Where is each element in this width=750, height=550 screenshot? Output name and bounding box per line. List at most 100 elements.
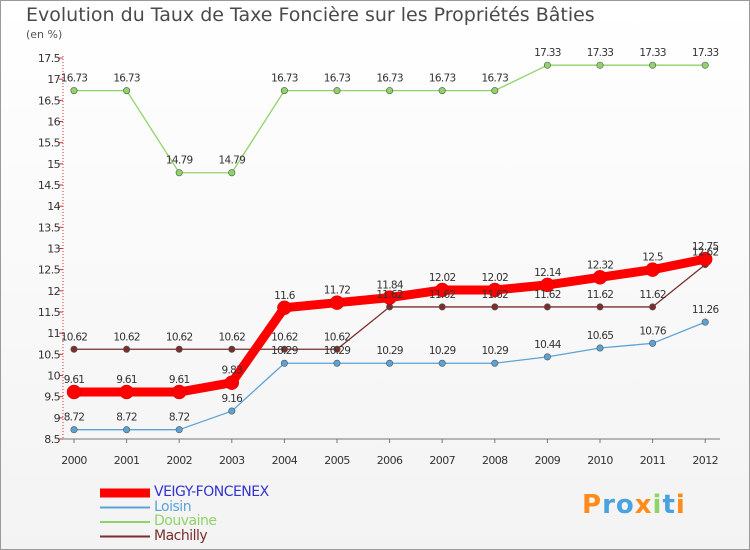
data-label: 11.84 xyxy=(376,280,404,292)
logo-letter: r xyxy=(602,490,616,520)
data-point xyxy=(596,61,604,69)
data-point xyxy=(386,359,394,367)
x-tick-label: 2001 xyxy=(114,454,140,467)
logo-letter: i xyxy=(675,490,686,520)
data-point xyxy=(540,277,555,293)
y-tick-label: 9.5 xyxy=(44,391,60,404)
data-label: 17.33 xyxy=(692,47,719,59)
data-point xyxy=(123,426,131,434)
logo-letter: i xyxy=(652,490,663,520)
y-tick-label: 17 xyxy=(47,73,60,86)
data-point xyxy=(224,375,240,390)
data-point xyxy=(649,303,657,311)
data-point xyxy=(543,353,551,361)
logo-letter: o xyxy=(615,490,635,520)
y-tick-label: 13.5 xyxy=(38,221,61,234)
data-label: 11.62 xyxy=(587,289,614,301)
data-label: 17.33 xyxy=(587,47,614,59)
y-tick-label: 8.5 xyxy=(44,433,60,446)
logo-letter: x xyxy=(634,490,653,520)
data-point xyxy=(329,295,345,310)
data-point xyxy=(543,61,551,69)
data-label: 9.16 xyxy=(222,393,244,405)
data-label: 16.73 xyxy=(271,73,298,85)
x-tick-label: 2008 xyxy=(482,454,508,467)
data-label: 10.62 xyxy=(219,331,246,343)
legend-label: Machilly xyxy=(154,527,208,544)
data-point xyxy=(119,384,134,400)
chart-title: Evolution du Taux de Taxe Foncière sur l… xyxy=(26,4,595,26)
data-point xyxy=(123,87,131,95)
y-tick-label: 11.5 xyxy=(38,306,61,319)
data-point xyxy=(596,344,604,352)
data-label: 10.65 xyxy=(587,330,614,342)
y-tick-label: 11 xyxy=(47,327,60,340)
data-label: 14.79 xyxy=(219,155,246,167)
legend-label: VEIGY-FONCENEX xyxy=(154,484,269,500)
data-label: 10.62 xyxy=(113,331,140,343)
data-point xyxy=(487,282,503,298)
x-tick-label: 2012 xyxy=(692,454,718,467)
data-point xyxy=(228,169,236,177)
data-point xyxy=(175,169,183,177)
data-point xyxy=(386,87,394,95)
y-tick-label: 12.5 xyxy=(38,264,61,277)
data-point xyxy=(228,345,236,353)
data-label: 10.29 xyxy=(482,345,509,357)
data-label: 11.62 xyxy=(429,289,456,301)
data-label: 8.72 xyxy=(169,412,190,424)
data-label: 9.83 xyxy=(222,365,243,377)
data-label: 12.5 xyxy=(642,252,663,264)
y-tick-label: 17.5 xyxy=(38,52,61,65)
y-tick-label: 15.5 xyxy=(38,137,61,150)
data-point xyxy=(280,87,288,95)
data-label: 9.61 xyxy=(64,374,85,386)
data-label: 12.14 xyxy=(534,267,562,279)
data-point xyxy=(175,345,183,353)
data-label: 16.73 xyxy=(61,73,88,85)
data-point xyxy=(277,300,292,316)
data-point xyxy=(645,262,660,277)
x-tick-label: 2005 xyxy=(324,454,350,467)
data-label: 10.62 xyxy=(166,331,193,343)
x-tick-label: 2011 xyxy=(640,454,666,467)
data-label: 9.61 xyxy=(116,374,137,386)
x-tick-label: 2010 xyxy=(587,454,613,467)
data-label: 10.29 xyxy=(271,345,298,357)
data-label: 10.44 xyxy=(534,339,562,351)
data-point xyxy=(70,345,78,353)
y-axis-unit: (en %) xyxy=(26,28,63,41)
y-tick-label: 10 xyxy=(47,370,60,383)
data-point xyxy=(70,87,78,95)
y-tick-label: 9 xyxy=(54,412,61,425)
data-label: 10.29 xyxy=(376,345,403,357)
data-point xyxy=(491,87,499,95)
data-label: 8.72 xyxy=(64,412,85,424)
data-point xyxy=(697,251,713,267)
data-label: 12.32 xyxy=(587,259,614,271)
data-point xyxy=(491,359,499,367)
data-label: 12.02 xyxy=(482,272,509,284)
y-tick-label: 14.5 xyxy=(38,179,61,192)
data-point xyxy=(175,426,183,434)
data-point xyxy=(280,359,288,367)
data-label: 11.62 xyxy=(534,289,561,301)
data-point xyxy=(333,359,341,367)
x-tick-label: 2002 xyxy=(166,454,192,467)
data-label: 11.6 xyxy=(274,290,296,302)
data-label: 9.61 xyxy=(169,374,190,386)
data-point xyxy=(701,61,709,69)
y-tick-label: 15 xyxy=(47,158,60,171)
data-label: 8.72 xyxy=(116,412,137,424)
legend-label: Loisin xyxy=(154,498,192,515)
data-point xyxy=(333,345,341,353)
y-tick-label: 13 xyxy=(47,243,60,256)
data-point xyxy=(543,303,551,311)
data-point xyxy=(438,87,446,95)
x-tick-label: 2009 xyxy=(535,454,561,467)
data-point xyxy=(592,270,608,285)
logo-letter: t xyxy=(662,490,676,520)
x-tick-label: 2004 xyxy=(272,454,298,467)
data-point xyxy=(649,339,657,347)
